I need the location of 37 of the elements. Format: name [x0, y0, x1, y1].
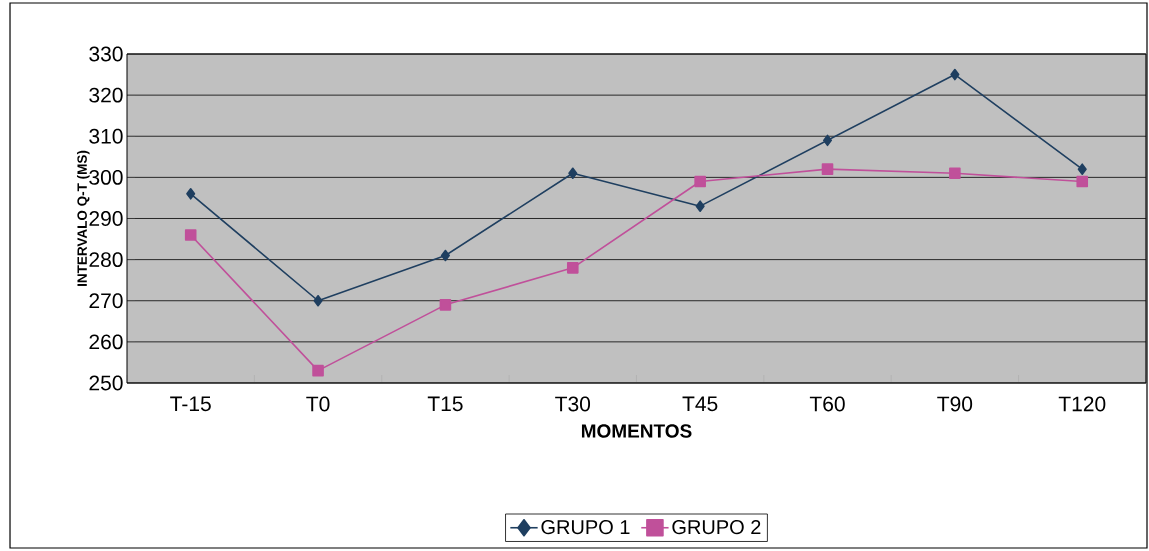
- y-tick-label: 320: [89, 87, 123, 103]
- point: [695, 200, 705, 212]
- point: [186, 188, 196, 200]
- point: [950, 68, 960, 81]
- point: [822, 134, 833, 147]
- point: [439, 299, 452, 311]
- y-tick-label: 330: [89, 46, 123, 62]
- y-tick-label: 290: [89, 211, 123, 226]
- point: [184, 229, 197, 241]
- x-tick-label: T60: [809, 396, 845, 412]
- point: [821, 163, 834, 175]
- x-axis-title: MOMENTOS: [581, 424, 692, 438]
- x-tick-label: T45: [682, 396, 718, 412]
- y-tick-label: 300: [89, 169, 123, 185]
- point: [440, 249, 450, 262]
- point: [949, 167, 961, 180]
- x-tick-label: T120: [1058, 396, 1106, 412]
- y-tick-label: 250: [89, 375, 123, 391]
- legend-label: GRUPO 1: [541, 520, 630, 535]
- point: [1077, 163, 1087, 175]
- x-tick-label: T15: [427, 396, 463, 412]
- y-tick-label: 270: [89, 293, 123, 309]
- x-tick-label: T30: [555, 396, 591, 412]
- point: [566, 262, 579, 274]
- x-tick-label: T90: [937, 396, 973, 412]
- x-tick-label: T-15: [170, 396, 211, 412]
- legend-label: GRUPO 2: [672, 520, 761, 535]
- y-tick-label: 260: [89, 334, 123, 350]
- y-tick-label: 310: [89, 128, 123, 144]
- y-tick-label: 280: [89, 252, 123, 268]
- x-tick-label: T0: [306, 396, 330, 412]
- point: [694, 175, 706, 188]
- point: [313, 294, 323, 307]
- point: [312, 364, 324, 377]
- point: [1076, 175, 1089, 188]
- point: [568, 167, 578, 180]
- y-axis-title: INTERVALO Q-T (MS): [76, 150, 90, 286]
